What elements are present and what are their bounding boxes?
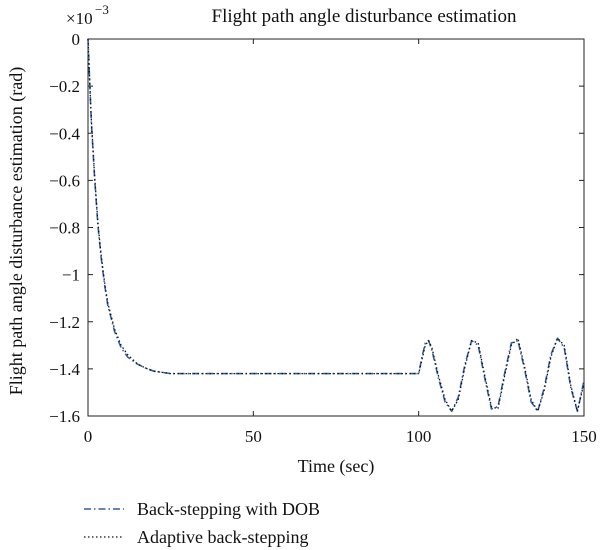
y-tick-label: −1.6 (49, 407, 80, 426)
x-tick-label: 50 (245, 427, 262, 446)
x-axis-label: Time (sec) (298, 456, 375, 477)
y-tick-label: 0 (72, 30, 81, 49)
y-exponent-label: ×10 −3 (66, 2, 109, 28)
y-exponent: −3 (95, 2, 109, 17)
y-multiplier: ×10 (66, 9, 93, 28)
x-axis: 0 50 100 150 (84, 39, 597, 446)
legend-label-dob: Back-stepping with DOB (137, 499, 320, 519)
legend-item-adaptive: Adaptive back-stepping (84, 527, 308, 547)
y-tick-label: −0.8 (49, 219, 80, 238)
legend-label-adaptive: Adaptive back-stepping (137, 527, 308, 547)
legend-item-dob: Back-stepping with DOB (84, 499, 320, 519)
x-tick-label: 0 (84, 427, 93, 446)
y-tick-label: −0.2 (49, 77, 80, 96)
x-tick-label: 150 (571, 427, 597, 446)
plot-area (87, 38, 585, 417)
y-tick-label: −1.2 (49, 313, 80, 332)
y-axis-label: Flight path angle disturbance estimation… (6, 67, 27, 395)
series-line-adaptive (87, 38, 585, 412)
y-tick-label: −0.4 (49, 124, 80, 143)
y-axis: 0 −0.2 −0.4 −0.6 −0.8 −1 −1.2 −1.4 −1.6 (49, 30, 584, 426)
legend: Back-stepping with DOB Adaptive back-ste… (84, 499, 320, 547)
y-tick-label: −1 (62, 266, 80, 285)
series-layer (87, 38, 585, 413)
y-tick-label: −0.6 (49, 171, 80, 190)
y-tick-label: −1.4 (49, 360, 80, 379)
series-line-dob (87, 38, 585, 413)
chart-title: Flight path angle disturbance estimation (212, 6, 517, 27)
x-tick-label: 100 (406, 427, 432, 446)
